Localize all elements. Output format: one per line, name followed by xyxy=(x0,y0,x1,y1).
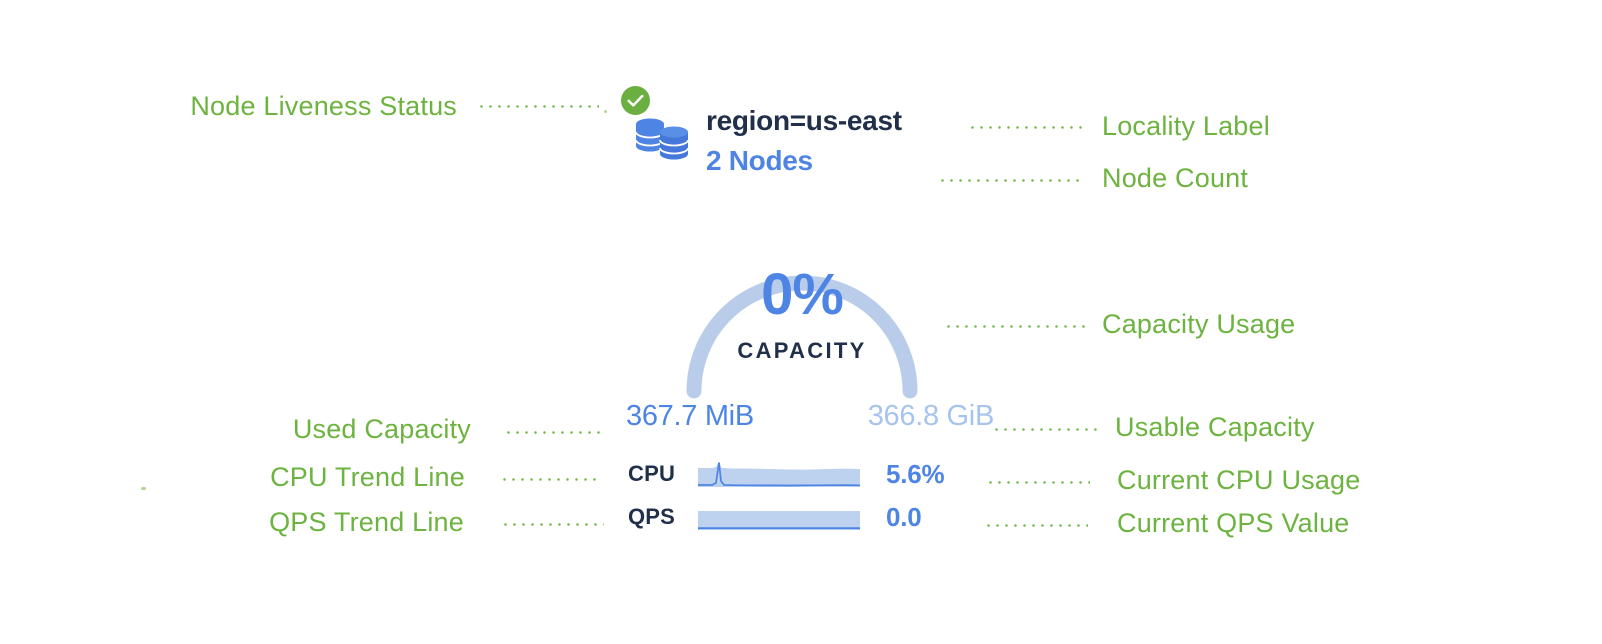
leader-node-count xyxy=(938,179,1084,182)
cpu-metric-label: CPU xyxy=(628,461,676,486)
annotation-capacity-usage: Capacity Usage xyxy=(1102,309,1296,339)
annotation-cpu-trend-line: CPU Trend Line xyxy=(270,462,465,492)
metric-row-qps: QPS 0.0 xyxy=(620,500,1000,534)
capacity-gauge-arc xyxy=(686,275,918,399)
artifact-dot xyxy=(141,487,146,490)
leader-qps-trend-line xyxy=(501,523,604,526)
leader-current-cpu-usage xyxy=(986,481,1090,484)
annotation-current-qps-value: Current QPS Value xyxy=(1117,508,1350,538)
annotation-qps-trend-line: QPS Trend Line xyxy=(269,507,464,537)
leader-locality-label xyxy=(968,126,1084,129)
leader-node-liveness-status xyxy=(477,105,599,108)
widget-header: region=us-east 2 Nodes xyxy=(620,85,902,177)
cpu-sparkline xyxy=(698,461,860,487)
leader-cpu-trend-line xyxy=(500,478,602,481)
capacity-gauge: 0% CAPACITY xyxy=(642,195,962,415)
check-circle-icon xyxy=(620,85,651,116)
leader-used-capacity xyxy=(504,431,604,434)
annotation-used-capacity: Used Capacity xyxy=(292,414,471,444)
leader-capacity-usage xyxy=(944,325,1086,328)
leader-current-qps-value xyxy=(984,524,1088,527)
annotation-current-cpu-usage: Current CPU Usage xyxy=(1117,465,1361,495)
annotation-usable-capacity: Usable Capacity xyxy=(1115,412,1315,442)
annotation-locality-label: Locality Label xyxy=(1102,111,1270,141)
qps-sparkline xyxy=(698,504,860,530)
usable-capacity-value: 366.8 GiB xyxy=(867,400,995,432)
capacity-values-row: 367.7 MiB 366.8 GiB xyxy=(620,400,1000,433)
locality-label: region=us-east xyxy=(706,105,902,136)
annotation-node-count: Node Count xyxy=(1102,163,1249,193)
qps-current-value: 0.0 xyxy=(886,501,922,532)
leader-usable-capacity xyxy=(992,428,1098,431)
used-capacity-value: 367.7 MiB xyxy=(626,400,754,432)
qps-metric-label: QPS xyxy=(628,504,676,529)
header-text-group: region=us-east 2 Nodes xyxy=(706,85,902,177)
database-stack-icon xyxy=(635,118,689,160)
cpu-current-value: 5.6% xyxy=(886,458,945,489)
annotation-node-liveness-status: Node Liveness Status xyxy=(190,91,457,121)
node-capacity-widget: region=us-east 2 Nodes 0% CAPACITY 367.7… xyxy=(620,85,1000,545)
node-count-label: 2 Nodes xyxy=(706,145,813,177)
artifact-dot xyxy=(604,110,607,113)
node-icon-group xyxy=(620,85,698,165)
metric-row-cpu: CPU 5.6% xyxy=(620,457,1000,491)
